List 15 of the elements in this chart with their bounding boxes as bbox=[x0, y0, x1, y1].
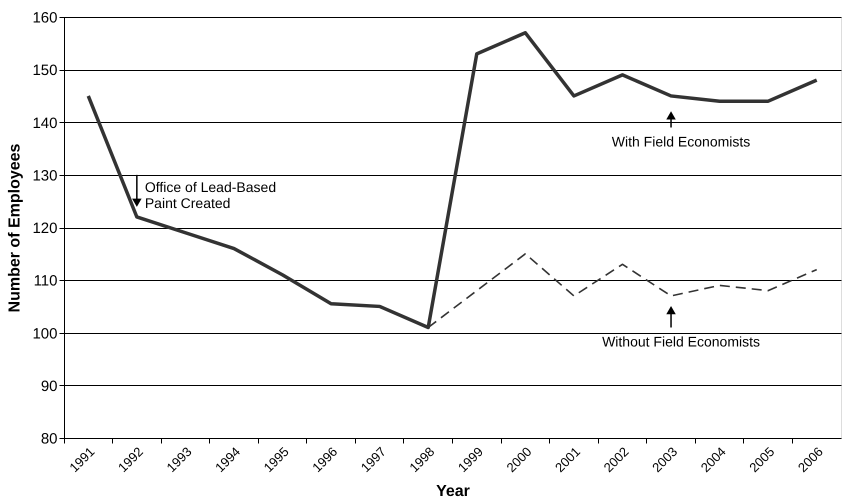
y-tick-label: 160 bbox=[32, 10, 58, 26]
y-axis-title: Number of Employees bbox=[6, 143, 24, 312]
annotation: With Field Economists bbox=[612, 133, 750, 150]
y-tick-label: 120 bbox=[32, 220, 58, 237]
y-tick-label: 80 bbox=[40, 430, 58, 448]
y-tick-label: 90 bbox=[40, 378, 58, 395]
y-tick-label: 100 bbox=[32, 325, 58, 342]
line-series bbox=[86, 31, 818, 330]
annotation: Without Field Economists bbox=[602, 333, 760, 350]
annotation: Office of Lead-Based Paint Created bbox=[144, 179, 276, 212]
x-axis-title: Year bbox=[436, 483, 470, 500]
y-tick-label: 140 bbox=[32, 114, 58, 132]
y-tick-label: 150 bbox=[32, 62, 58, 80]
y-tick-label: 130 bbox=[32, 167, 58, 184]
y-tick-label: 110 bbox=[34, 272, 58, 290]
